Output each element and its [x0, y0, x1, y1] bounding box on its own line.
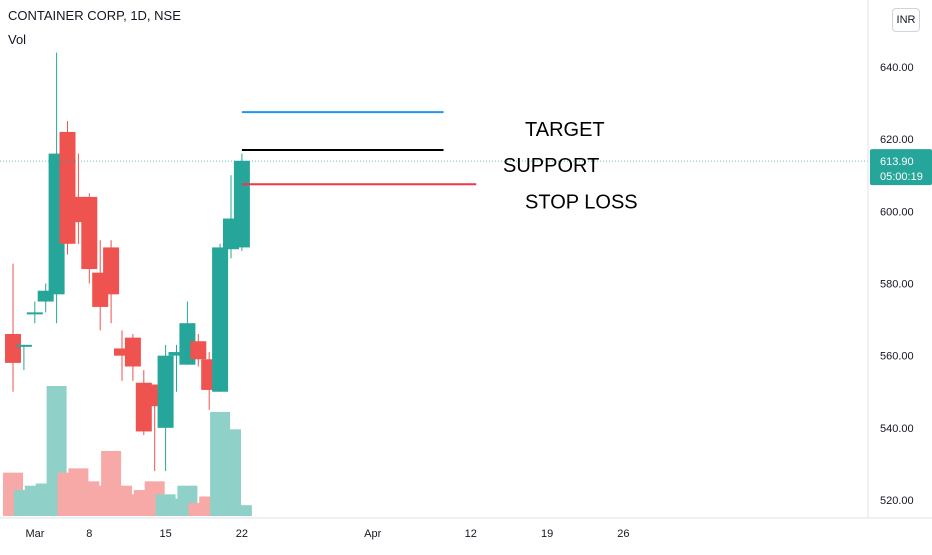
candle-body	[212, 247, 229, 392]
y-tick-label: 620.00	[880, 134, 914, 146]
candle-body	[59, 131, 76, 244]
x-tick-label: Mar	[26, 528, 45, 540]
y-tick-label: 540.00	[880, 423, 914, 435]
volume-bar	[221, 429, 241, 516]
x-tick-label: 19	[541, 528, 553, 540]
x-tick-label: 22	[236, 528, 248, 540]
y-tick-label: 560.00	[880, 351, 914, 363]
candle-body	[168, 352, 185, 356]
candles	[5, 52, 250, 472]
annotation-label: TARGET	[525, 119, 605, 141]
y-tick-label: 600.00	[880, 206, 914, 218]
candle-body	[124, 337, 141, 367]
candle-body	[103, 247, 120, 295]
y-tick-label: 520.00	[880, 495, 914, 507]
price-tag-bg	[870, 149, 932, 186]
x-tick-label: Apr	[364, 528, 381, 540]
candle-body	[37, 290, 54, 302]
candle-body	[233, 160, 250, 248]
currency-button[interactable]: INR	[892, 8, 920, 32]
x-tick-label: 26	[617, 528, 629, 540]
candle-body	[190, 341, 207, 360]
volume-bar	[231, 505, 252, 516]
annotations: TARGET SUPPORT STOP LOSS	[0, 111, 868, 213]
volume-bars	[3, 386, 252, 516]
candle-body	[26, 312, 43, 315]
annotation-label: STOP LOSS	[525, 191, 638, 213]
symbol-title: CONTAINER CORP, 1D, NSE	[8, 8, 181, 23]
x-tick-label: 8	[86, 528, 92, 540]
price-tag-value: 613.90	[880, 156, 914, 168]
candle-body	[157, 355, 174, 428]
volume-label: Vol	[8, 32, 27, 47]
candle-body	[5, 334, 21, 363]
candle-body	[81, 196, 98, 270]
price-tag: 613.90 05:00:19	[870, 149, 932, 186]
price-tag-countdown: 05:00:19	[880, 171, 923, 183]
y-tick-label: 640.00	[880, 62, 914, 74]
x-tick-label: 15	[159, 528, 171, 540]
annotation-label: SUPPORT	[503, 155, 599, 177]
candle-body	[15, 344, 32, 347]
y-tick-label: 580.00	[880, 279, 914, 291]
axes: 640.00 620.00 600.00 580.00 560.00 540.00 520.…	[0, 0, 932, 540]
candle-body	[114, 348, 130, 356]
x-tick-label: 12	[465, 528, 477, 540]
